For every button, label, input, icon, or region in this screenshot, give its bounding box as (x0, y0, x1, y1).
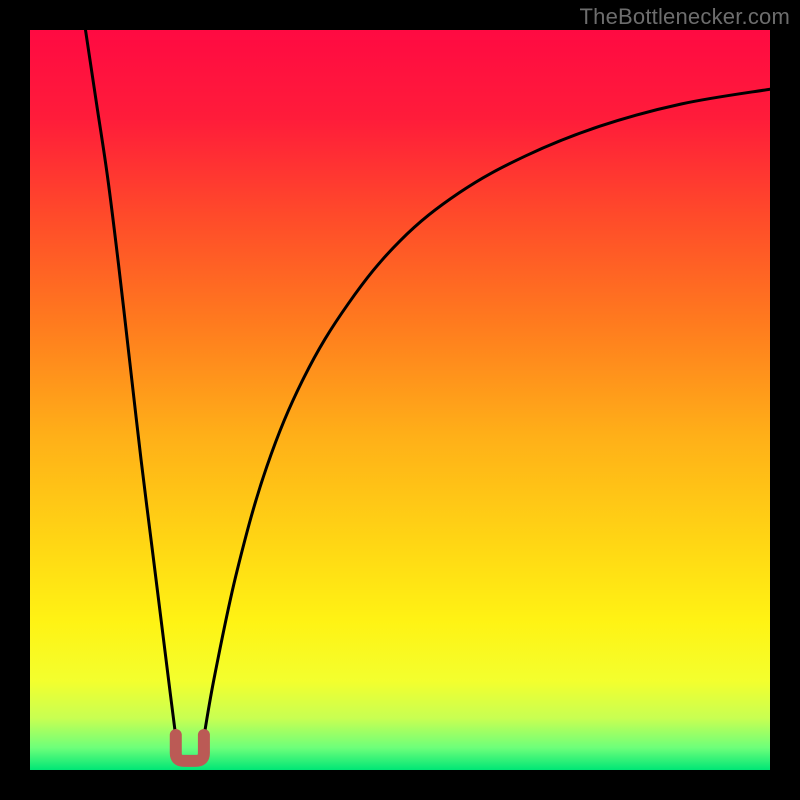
watermark-text: TheBottlenecker.com (580, 4, 790, 30)
plot-svg-layer (30, 30, 770, 770)
curve-left-branch (86, 30, 176, 737)
curve-right-branch (204, 89, 770, 737)
plot-frame (30, 30, 770, 770)
dip-marker (176, 735, 204, 761)
chart-root: TheBottlenecker.com (0, 0, 800, 800)
